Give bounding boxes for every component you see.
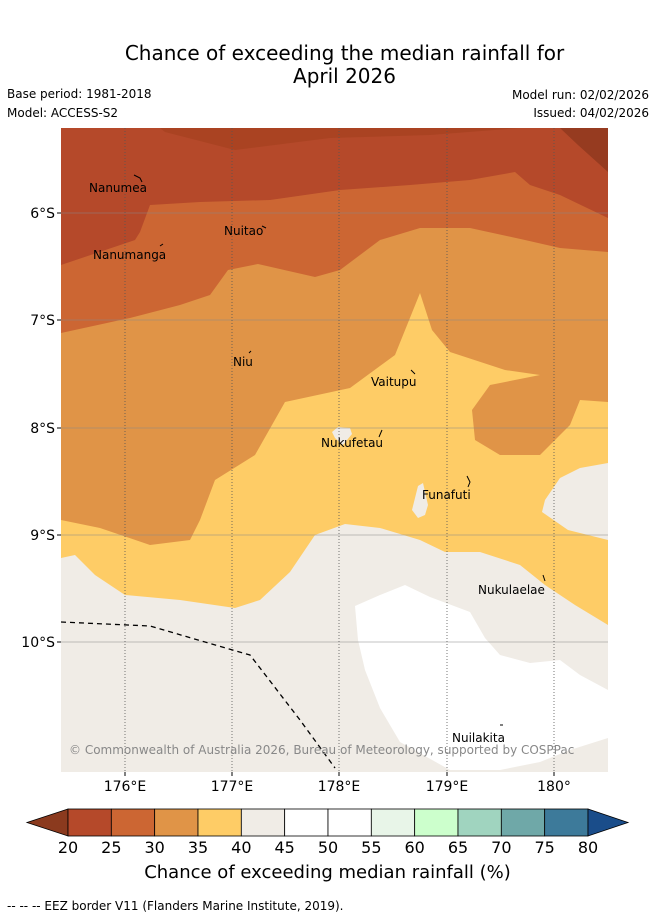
place-label: Nanumanga (93, 248, 166, 262)
colorbar-segment (500, 808, 546, 837)
lon-label: 179°E (426, 779, 469, 795)
place-label: Nanumea (89, 181, 147, 195)
colorbar-tick-label: 35 (187, 838, 209, 857)
lon-label: 176°E (104, 779, 147, 795)
issued-date: Issued: 04/02/2026 (533, 106, 649, 120)
patch-nukufetau (332, 427, 352, 445)
colorbar-tick-label: 40 (231, 838, 252, 857)
colorbar-segment (457, 808, 502, 837)
island-outlines (133, 174, 546, 726)
colorbar-segment (154, 808, 199, 837)
patch-funafuti (412, 483, 428, 518)
band-45-50 (355, 585, 608, 770)
map-panel (61, 128, 608, 772)
colorbar-segment (414, 808, 459, 837)
band-below-20-top (61, 128, 520, 150)
place-label: Niu (233, 355, 253, 369)
colorbar-segment (67, 808, 112, 837)
colorbar-tick-label: 60 (404, 838, 425, 857)
colorbar-tick-label: 50 (317, 838, 339, 857)
colorbar-arrow-high (587, 808, 630, 837)
colorbar-segment (110, 808, 156, 837)
lon-label: 180° (537, 779, 571, 795)
map-title-line-2: April 2026 (293, 64, 396, 88)
place-label: Funafuti (422, 488, 471, 502)
colorbar-tick-label: 65 (447, 838, 469, 857)
lat-gridlines (61, 212, 608, 643)
lon-label: 178°E (318, 779, 361, 795)
colorbar-segment (240, 808, 286, 837)
map-title-line-1: Chance of exceeding the median rainfall … (124, 41, 565, 65)
eez-border-line (61, 621, 336, 769)
lat-label: 9°S (30, 528, 55, 544)
colorbar-tick-label: 70 (491, 838, 512, 857)
colorbar-tick-label: 25 (101, 838, 122, 857)
colorbar-tick-label: 80 (577, 838, 599, 857)
band-40-45-east (542, 463, 608, 540)
place-label: Vaitupu (371, 375, 417, 389)
colorbar-tick-label: 75 (534, 838, 555, 857)
lon-gridlines (124, 128, 555, 772)
colorbar-segment (370, 808, 416, 837)
colorbar-segment (197, 808, 242, 837)
lon-label: 177°E (211, 779, 254, 795)
place-label: Nukulaelae (478, 583, 545, 597)
base-period: Base period: 1981-2018 (7, 87, 152, 101)
colorbar-tick-label: 55 (361, 838, 382, 857)
colorbar-arrow-low (25, 808, 69, 837)
eez-note: -- -- -- EEZ border V11 (Flanders Marine… (7, 899, 344, 913)
model-name: Model: ACCESS-S2 (7, 106, 119, 120)
copyright-notice: © Commonwealth of Australia 2026, Bureau… (69, 743, 574, 757)
lat-label: 6°S (30, 206, 55, 222)
colorbar-segment (284, 808, 329, 837)
colorbar-tick-label: 20 (57, 838, 79, 857)
lat-label: 7°S (30, 313, 55, 329)
axis-ticks (57, 212, 555, 776)
place-label: Nuilakita (452, 731, 505, 745)
colorbar-segment (544, 808, 589, 837)
colorbar-tick-label: 45 (274, 838, 295, 857)
colorbar-title: Chance of exceeding median rainfall (%) (144, 862, 511, 883)
place-labels: Nanumea Nuitao Nanumanga Niu Vaitupu Nuk… (89, 181, 545, 745)
colorbar-segment (327, 808, 372, 837)
place-label: Nukufetau (321, 436, 383, 450)
model-run: Model run: 02/02/2026 (511, 88, 649, 102)
colorbar-tick-label: 30 (144, 838, 165, 857)
lat-label: 8°S (30, 421, 55, 437)
colorbar (25, 808, 630, 837)
place-label: Nuitao (224, 224, 263, 238)
lat-label: 10°S (21, 635, 55, 651)
